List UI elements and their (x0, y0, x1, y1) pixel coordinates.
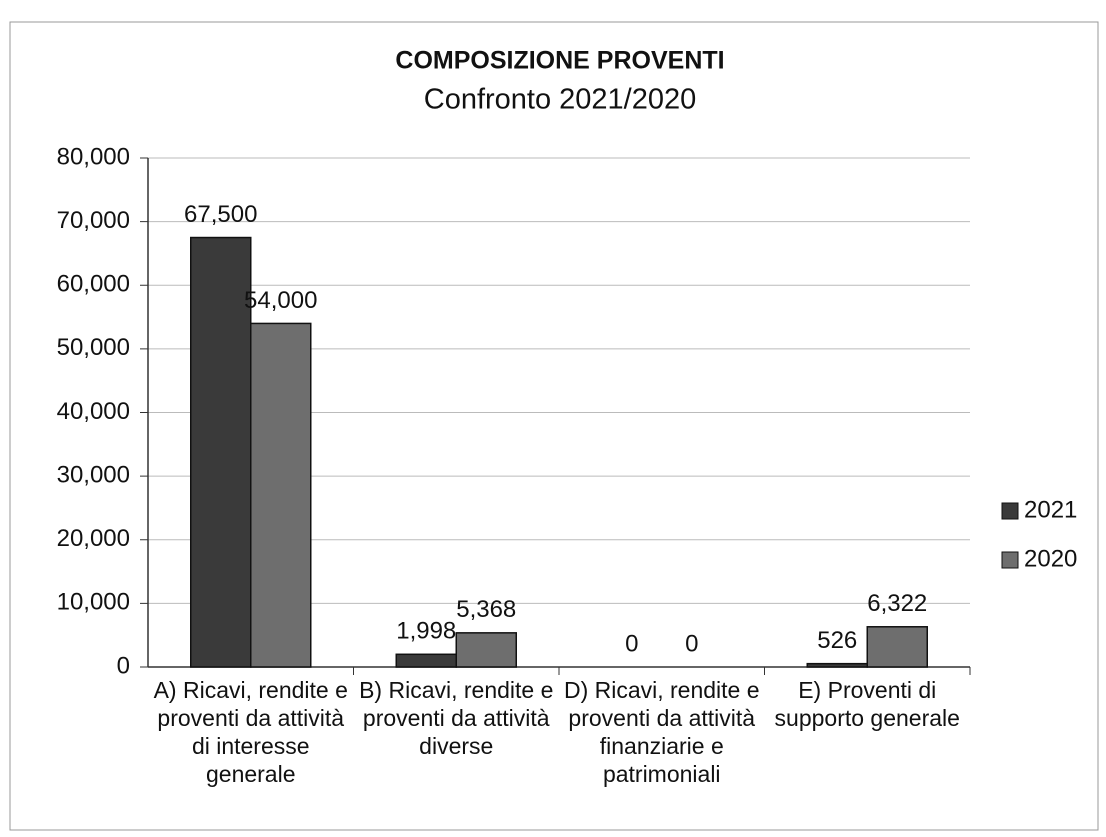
value-label: 67,500 (184, 201, 257, 228)
y-tick-label: 10,000 (57, 589, 130, 616)
bar (395, 653, 457, 668)
bar (250, 322, 312, 668)
value-label: 0 (625, 630, 638, 657)
bar (806, 662, 868, 668)
legend-label: 2021 (1024, 496, 1077, 523)
y-tick-label: 0 (117, 652, 130, 679)
y-tick-label: 70,000 (57, 207, 130, 234)
bar (190, 236, 252, 668)
value-label: 1,998 (396, 618, 456, 645)
value-label: 5,368 (456, 596, 516, 623)
legend-swatch (1001, 551, 1019, 569)
y-tick-label: 30,000 (57, 461, 130, 488)
chart-border (9, 21, 1099, 831)
value-label: 6,322 (867, 590, 927, 617)
x-tick-label: A) Ricavi, rendite e proventi da attivit… (153, 677, 348, 787)
x-tick-label: E) Proventi di supporto generale (774, 677, 960, 731)
bar (866, 626, 928, 668)
chart-title: COMPOSIZIONE PROVENTI (395, 47, 724, 75)
x-tick-label: D) Ricavi, rendite e proventi da attivit… (563, 677, 760, 787)
y-tick-label: 40,000 (57, 398, 130, 425)
y-tick-label: 20,000 (57, 525, 130, 552)
x-tick-label: B) Ricavi, rendite e proventi da attivit… (359, 677, 554, 759)
bar (455, 632, 517, 668)
legend-swatch (1001, 502, 1019, 520)
y-tick-label: 80,000 (57, 143, 130, 170)
legend-label: 2020 (1024, 545, 1077, 572)
value-label: 54,000 (244, 287, 317, 314)
value-label: 526 (817, 627, 857, 654)
chart-subtitle: Confronto 2021/2020 (424, 84, 697, 116)
y-tick-label: 50,000 (57, 334, 130, 361)
value-label: 0 (685, 630, 698, 657)
y-tick-label: 60,000 (57, 271, 130, 298)
